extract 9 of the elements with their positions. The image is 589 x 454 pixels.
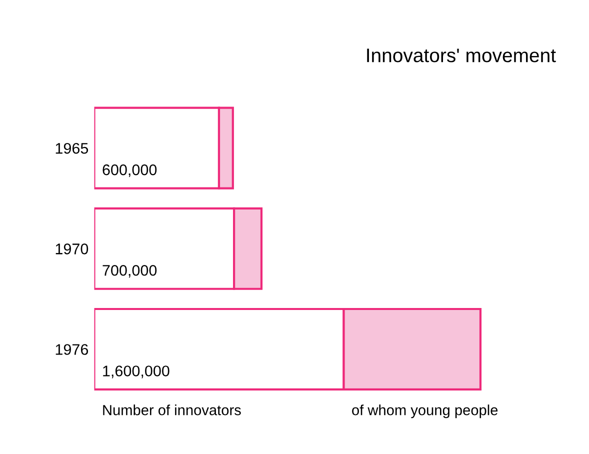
y-tick-label: 1965	[56, 142, 88, 154]
annotation: 600,000	[102, 164, 157, 178]
annotation: 1,600,000	[103, 366, 170, 378]
annotation: 700,000	[102, 264, 157, 278]
y-tick-label: 1976	[56, 344, 88, 355]
chart-title: Innovators' movement	[367, 48, 556, 62]
series-label: Number of innovators	[103, 404, 241, 416]
series-label: of whom young people	[352, 404, 498, 418]
y-tick-label: 1970	[56, 244, 88, 254]
